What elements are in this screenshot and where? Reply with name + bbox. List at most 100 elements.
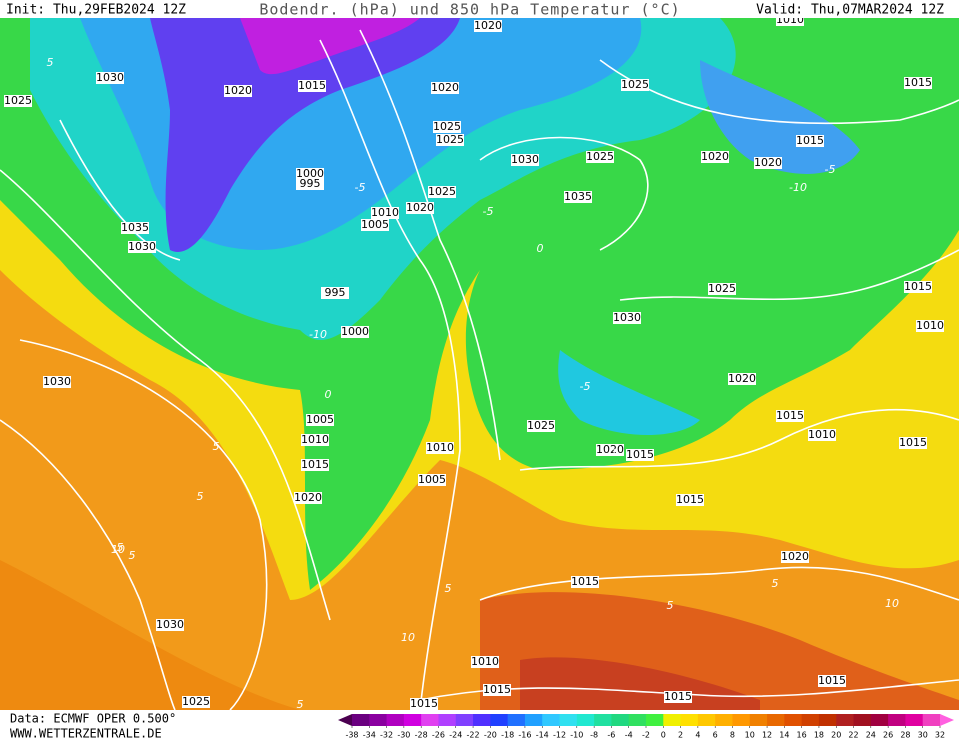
temperature-label: 5 [197, 490, 204, 503]
dark-red-zone [520, 657, 760, 710]
isobar-label-box [796, 135, 824, 147]
isobar-label-box [156, 619, 184, 631]
init-time: Init: Thu,29FEB2024 12Z [6, 3, 186, 18]
colorbar-tick-label: 24 [866, 731, 876, 740]
temperature-label: -10 [789, 181, 807, 194]
colorbar-tick-label: -38 [345, 731, 358, 740]
isobar-label: 1025 [182, 695, 210, 708]
isobar-label-box [818, 675, 846, 687]
isobar-label-box [571, 576, 599, 588]
isobar-label: 1010 [301, 433, 329, 446]
isobar-label: 1020 [224, 84, 252, 97]
isobar-label-box [433, 121, 461, 133]
isobar-label-box [596, 444, 624, 456]
isobar-label-box [224, 85, 252, 97]
isobar-label-box [428, 186, 456, 198]
colorbar-tick-label: -22 [467, 731, 480, 740]
isobar-label: 1010 [808, 428, 836, 441]
purple-zone [150, 18, 460, 252]
isobar [0, 419, 176, 711]
colorbar-tick-label: -26 [432, 731, 445, 740]
isobar-label: 1015 [410, 697, 438, 710]
map-title: Bodendr. (hPa) und 850 hPa Temperatur (°… [259, 1, 680, 19]
magenta-zone [240, 18, 420, 75]
isobar [19, 339, 268, 711]
colorbar-tick-label: -14 [536, 731, 549, 740]
isobar-label-box [341, 326, 369, 338]
isobar-label-box [406, 202, 434, 214]
isobar-label: 1015 [676, 493, 704, 506]
website: WWW.WETTERZENTRALE.DE [10, 727, 162, 741]
colorbar-tick-label: 4 [695, 731, 700, 740]
colorbar-tick-label: -10 [570, 731, 583, 740]
colorbar-arrow-high [940, 714, 954, 726]
isobar-label-box [371, 207, 399, 219]
colorbar-swatch [905, 714, 924, 726]
isobar-label: 1015 [796, 134, 824, 147]
temperature-label: 5 [117, 541, 124, 554]
isobar-label-box [418, 474, 446, 486]
isobar-label-box [296, 168, 324, 180]
colorbar-tick-label: 12 [762, 731, 772, 740]
temperature-label: 10 [401, 631, 415, 644]
colorbar-swatch [853, 714, 872, 726]
isobar-label-box [361, 219, 389, 231]
colorbar-tick-label: 28 [900, 731, 910, 740]
isobar-label-box [296, 178, 324, 190]
colorbar-swatch [438, 714, 457, 726]
colorbar: -38 -34 -32 -30 -28 -26 -24 -22 -20 -18 -16 -14 -12-… [338, 714, 954, 740]
isobar-label: 1020 [406, 201, 434, 214]
isobar-label-box [527, 420, 555, 432]
isobar-label-box [426, 442, 454, 454]
colorbar-tick-label: 14 [779, 731, 789, 740]
colorbar-swatch [421, 714, 439, 726]
isobar-label: 1015 [664, 690, 692, 703]
cyan-zone-europe [558, 350, 700, 435]
colorbar-swatch [628, 714, 647, 726]
colorbar-swatch [403, 714, 422, 726]
isobar-label-box [916, 320, 944, 332]
isobar-label: 1020 [474, 19, 502, 32]
isobar-label: 1010 [471, 655, 499, 668]
colorbar-swatch [490, 714, 509, 726]
colorbar-tick-label: 10 [745, 731, 755, 740]
isobar-label: 1020 [431, 81, 459, 94]
temperature-label: -5 [355, 181, 366, 194]
colorbar-tick-label: -6 [607, 731, 615, 740]
colorbar-tick-label: 30 [918, 731, 928, 740]
map [0, 18, 959, 711]
isobar [59, 119, 181, 261]
isobar-label-box [708, 283, 736, 295]
isobar-label-box [728, 373, 756, 385]
colorbar-swatch [455, 714, 474, 726]
isobar-label: 995 [300, 177, 321, 190]
colorbar-tick-label: -12 [553, 731, 566, 740]
temperature-label: 5 [297, 698, 304, 711]
temperature-label: 10 [111, 543, 125, 556]
isobar-label: 1010 [426, 441, 454, 454]
isobar-label-box [904, 77, 932, 89]
isobar [599, 59, 959, 125]
temperature-label: 5 [772, 577, 779, 590]
colorbar-swatch [611, 714, 630, 726]
isobar-label: 1005 [361, 218, 389, 231]
isobar-label-box [626, 449, 654, 461]
isobar-label: 1020 [728, 372, 756, 385]
isobar-label: 1025 [527, 419, 555, 432]
isobar-label: 1020 [701, 150, 729, 163]
header-bar [0, 0, 959, 18]
isobar-label-box [776, 410, 804, 422]
temperature-label: -5 [483, 205, 494, 218]
isobar-label-box [483, 684, 511, 696]
colorbar-swatch [352, 714, 370, 726]
isobar-label: 1020 [294, 491, 322, 504]
colorbar-swatch [576, 714, 595, 726]
isobar-label-box [808, 429, 836, 441]
isobar-label-box [664, 691, 692, 703]
colorbar-tick-label: -16 [518, 731, 531, 740]
isobar-label: 1020 [781, 550, 809, 563]
data-source: Data: ECMWF OPER 0.500° [10, 712, 176, 726]
isobar-label-box [474, 20, 502, 32]
temperature-label: 5 [445, 582, 452, 595]
isobar-label: 1025 [428, 185, 456, 198]
